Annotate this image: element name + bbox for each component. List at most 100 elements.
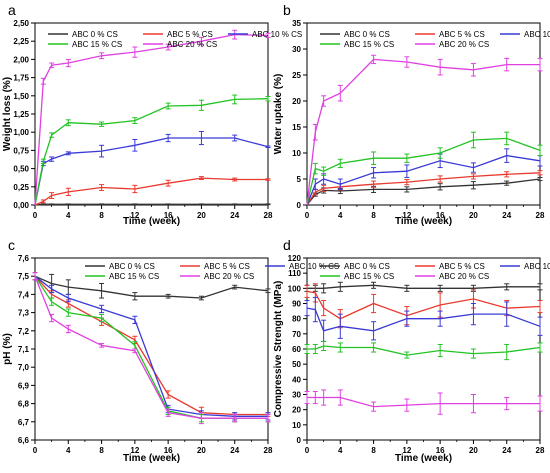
y-tick-label: 0,25: [13, 183, 29, 192]
legend-entry: ABC 10 % CS: [289, 262, 339, 271]
y-tick-label: 2,00: [13, 55, 29, 64]
series-line: [34, 137, 269, 206]
series-line: [306, 154, 541, 206]
x-tick-label: 0: [33, 446, 38, 455]
legend-entry: ABC 15 % CS: [109, 272, 159, 281]
plot-frame: [306, 22, 541, 206]
legend-entry: ABC 20 % CS: [167, 40, 217, 49]
y-tick-label: 15: [292, 123, 301, 132]
y-tick-label: 6,9: [18, 381, 30, 390]
y-axis-label: Water uptake (%): [273, 74, 284, 155]
panel-label: d: [283, 237, 291, 253]
panel-label: b: [283, 2, 291, 18]
x-tick-label: 24: [230, 211, 239, 220]
x-axis-label: Time (week): [123, 216, 180, 227]
y-tick-label: 1,75: [13, 74, 29, 83]
series-abc-15-cs: [304, 340, 543, 361]
series-line: [34, 98, 269, 206]
series-line: [306, 307, 541, 332]
x-tick-label: 20: [197, 446, 206, 455]
series-abc-20-cs: [32, 272, 271, 425]
y-tick-label: 2,25: [13, 37, 29, 46]
y-tick-label: 120: [288, 254, 302, 263]
x-tick-label: 0: [33, 211, 38, 220]
series-line: [307, 284, 540, 289]
y-tick-label: 25: [292, 71, 301, 80]
series-abc-10-cs: [32, 272, 271, 421]
y-tick-label: 2,50: [13, 19, 29, 28]
y-tick-label: 7,4: [18, 290, 30, 299]
series-line: [306, 58, 540, 206]
x-tick-label: 20: [469, 446, 478, 455]
legend-entry: ABC 0 % CS: [72, 30, 118, 39]
y-tick-label: 6,7: [18, 418, 30, 427]
y-tick-label: 70: [292, 330, 301, 339]
legend-entry: ABC 0 % CS: [344, 30, 390, 39]
y-axis-label: Compressive Strenght (MPa): [273, 281, 284, 418]
legend-entry: ABC 5 % CS: [439, 30, 485, 39]
y-axis-label: pH (%): [2, 333, 13, 365]
x-tick-label: 24: [502, 446, 511, 455]
series-line: [34, 275, 268, 416]
chart-panel-c: c 0 4 8 12 16 20 24 28 6,6 6,7 6,8 6,9 7,0 7,1 7,2 7,3 7,…: [2, 237, 339, 464]
series-line: [307, 345, 541, 356]
legend-entry: ABC 10 % CS: [252, 30, 302, 39]
y-tick-label: 10: [292, 421, 301, 430]
series-abc-0-cs: [34, 203, 271, 206]
legend-entry: ABC 20 % CS: [204, 272, 254, 281]
x-tick-label: 28: [536, 211, 545, 220]
y-tick-label: 1,50: [13, 92, 29, 101]
y-tick-label: 7,0: [18, 363, 30, 372]
x-tick-label: 16: [436, 446, 445, 455]
x-tick-label: 16: [164, 446, 173, 455]
y-tick-label: 110: [288, 269, 301, 278]
y-tick-label: 40: [292, 375, 301, 384]
y-tick-label: 1,00: [13, 128, 29, 137]
chart-panel-d: d 0 4 8 12 16 20 24 28 0 10 20 30 40 50 60 70 80 90 100 110 1…: [273, 237, 550, 464]
panel-label: a: [8, 2, 16, 18]
y-tick-label: 6,8: [18, 400, 30, 409]
y-tick-label: 7,6: [18, 254, 30, 263]
y-tick-label: 100: [288, 284, 302, 293]
x-tick-label: 8: [371, 211, 376, 220]
y-tick-label: 0,50: [13, 165, 29, 174]
x-tick-label: 4: [66, 446, 71, 455]
x-tick-label: 8: [99, 446, 104, 455]
x-tick-label: 0: [305, 446, 310, 455]
y-tick-label: 20: [292, 406, 301, 415]
y-tick-label: 30: [292, 391, 301, 400]
series-line: [34, 33, 269, 206]
x-tick-label: 20: [469, 211, 478, 220]
series-abc-20-cs: [306, 54, 543, 206]
y-tick-label: 7,5: [18, 272, 30, 281]
legend-entry: ABC 0 % CS: [109, 262, 155, 271]
y-tick-label: 7,2: [18, 327, 30, 336]
x-tick-label: 4: [338, 211, 343, 220]
x-tick-label: 28: [536, 446, 545, 455]
y-tick-label: 0: [297, 201, 302, 210]
y-tick-label: 50: [292, 360, 301, 369]
legend-entry: ABC 20 % CS: [439, 272, 489, 281]
plot-frame: [306, 257, 541, 441]
series-abc-20-cs: [304, 389, 543, 415]
x-tick-label: 24: [230, 446, 239, 455]
legend-entry: ABC 5 % CS: [204, 262, 250, 271]
x-tick-label: 28: [264, 446, 273, 455]
x-tick-label: 20: [197, 211, 206, 220]
series-line: [306, 137, 541, 206]
x-tick-label: 12: [402, 211, 411, 220]
legend-entry: ABC 5 % CS: [167, 30, 213, 39]
series-line: [34, 275, 268, 419]
series-abc-15-cs: [34, 94, 271, 206]
legend-entry: ABC 20 % CS: [439, 40, 489, 49]
y-tick-label: 1,25: [13, 110, 29, 119]
legend: ABC 0 % CS ABC 5 % CS ABC 10 % CS ABC 15 % …: [320, 262, 550, 281]
y-tick-label: 6,6: [18, 436, 30, 445]
legend-entry: ABC 5 % CS: [439, 262, 485, 271]
legend-entry: ABC 15 % CS: [344, 40, 394, 49]
legend-entry: ABC 10 % CS: [524, 30, 550, 39]
x-axis-label: Time (week): [395, 453, 452, 464]
x-tick-label: 4: [338, 446, 343, 455]
x-tick-label: 8: [371, 446, 376, 455]
